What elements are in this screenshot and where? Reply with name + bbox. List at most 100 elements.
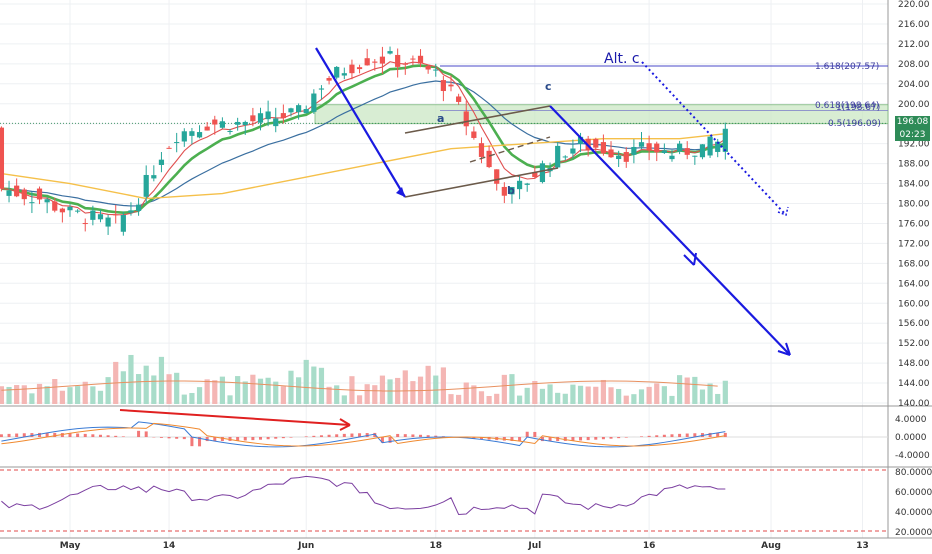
volume-bar: [502, 375, 507, 404]
candle-body: [128, 210, 133, 212]
candle-body: [471, 132, 476, 138]
last-price-badge: 196.08: [895, 116, 930, 129]
volume-bar: [182, 395, 187, 404]
macd-histogram-bar: [579, 437, 582, 440]
fib-zone-rect: [315, 105, 888, 124]
volume-bar: [90, 386, 95, 404]
price-tick-label: 156.00: [898, 319, 930, 329]
last-price-value: 196.08: [897, 117, 929, 127]
candle-body: [426, 66, 431, 70]
candle-body: [563, 156, 568, 157]
macd-histogram-bar: [107, 435, 110, 437]
volume-bar: [75, 386, 80, 404]
candle-body: [395, 55, 400, 67]
time-tick-label: 16: [643, 541, 656, 550]
candle-body: [433, 70, 438, 71]
macd-histogram-bar: [114, 436, 117, 437]
volume-bar: [700, 390, 705, 404]
macd-histogram-bar: [122, 436, 125, 437]
candle-body: [418, 56, 423, 64]
macd-histogram-bar: [678, 434, 681, 437]
volume-bar: [517, 396, 522, 404]
macd-histogram-bar: [335, 434, 338, 437]
candle-body: [380, 57, 385, 64]
candle-body: [365, 58, 370, 65]
time-tick-label: 13: [856, 541, 869, 550]
candle-body: [75, 211, 80, 212]
macd-histogram-bar: [610, 437, 613, 439]
price-tick-label: 204.00: [898, 80, 930, 90]
wave-down-arrowhead: [396, 187, 405, 197]
macd-histogram-bar: [91, 434, 94, 437]
macd-histogram-bar: [404, 434, 407, 437]
volume-bar: [0, 386, 4, 404]
candlesticks: [0, 47, 728, 236]
candle-body: [654, 144, 659, 153]
macd-histogram-bar: [168, 437, 171, 438]
volume-bar: [235, 376, 240, 404]
macd-histogram-bar: [84, 434, 87, 437]
volume-bar: [144, 366, 149, 404]
price-axis: 220.00216.00212.00208.00204.00200.00196.…: [895, 0, 932, 538]
macd-histogram-bar: [419, 435, 422, 437]
volume-bar: [288, 371, 293, 404]
macd-histogram-bar: [274, 437, 277, 439]
candle-body: [243, 122, 248, 125]
volume-bar: [593, 387, 598, 404]
rsi-tick-label: 60.0000: [895, 488, 932, 498]
macd-histogram-bar: [617, 437, 620, 438]
price-tick-label: 220.00: [898, 0, 930, 10]
volume-bar: [243, 381, 248, 404]
volume-bar: [106, 377, 111, 404]
macd-tick-label: 0.0000: [895, 433, 927, 443]
macd-histogram-bar: [427, 435, 430, 437]
price-tick-label: 212.00: [898, 40, 930, 50]
grid: [0, 0, 932, 538]
candle-body: [296, 105, 301, 112]
candle-body: [144, 175, 149, 197]
rsi-tick-label: 80.0000: [895, 468, 932, 478]
fib-label-1618: 1.618(207.57): [815, 62, 879, 72]
candle-body: [685, 148, 690, 155]
macd-histogram-bar: [602, 437, 605, 439]
volume-bar: [281, 386, 286, 404]
macd-histogram-bar: [587, 437, 590, 440]
volume-bar: [669, 396, 674, 404]
wave-label-a: a: [437, 112, 444, 125]
volume-bar: [60, 391, 65, 404]
candle-body: [441, 80, 446, 91]
volume-bar: [410, 381, 415, 404]
price-tick-label: 192.00: [898, 140, 930, 150]
candle-body: [700, 144, 705, 157]
candle-body: [189, 131, 194, 136]
price-tick-label: 164.00: [898, 279, 930, 289]
volume-bar: [707, 384, 712, 404]
volume-bar: [441, 367, 446, 404]
volume-bar: [37, 384, 42, 404]
candle-body: [0, 128, 4, 189]
macd-histogram-bar: [137, 431, 140, 437]
volume-bar: [631, 394, 636, 404]
volume-bar: [14, 385, 19, 404]
macd-histogram-bar: [289, 437, 292, 438]
countdown-value: 02:23: [900, 130, 926, 140]
volume-bar: [205, 379, 210, 404]
volume-bar: [403, 370, 408, 404]
volume-bar: [304, 360, 309, 404]
candle-body: [372, 62, 377, 63]
candle-body: [281, 113, 286, 118]
volume-bar: [601, 380, 606, 404]
macd-histogram-bar: [190, 437, 193, 446]
volume-bar: [151, 375, 156, 404]
volume-bar: [448, 394, 453, 404]
candle-body: [304, 109, 309, 113]
candle-body: [517, 181, 522, 189]
candle-body: [273, 119, 278, 127]
volume-bar: [121, 371, 126, 404]
volume-bar: [166, 374, 171, 404]
candle-body: [83, 223, 88, 224]
macd-histogram-bar: [526, 432, 529, 437]
time-tick-label: Jul: [527, 541, 541, 550]
macd-divergence-line: [120, 410, 350, 425]
